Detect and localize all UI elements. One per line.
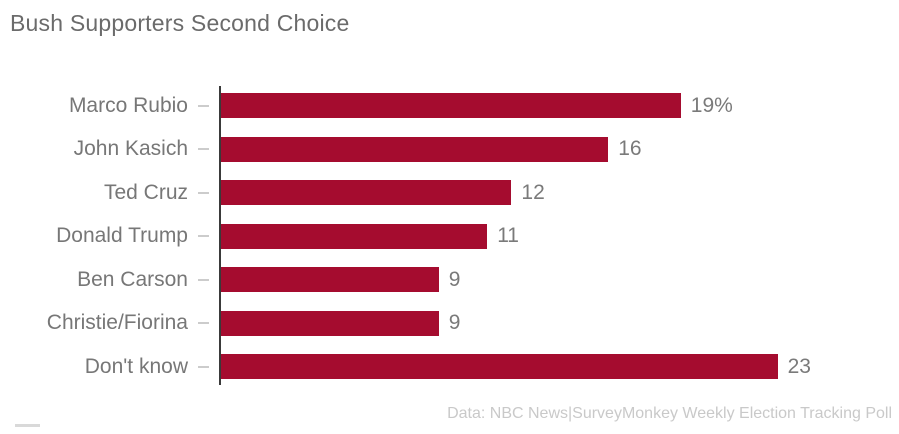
category-label: Ben Carson	[77, 267, 188, 291]
axis-tick-mark	[198, 278, 209, 281]
value-label: 19%	[690, 93, 733, 117]
bar-rows: Marco Rubio 19% John Kasich 16 Ted Cruz 12 Don…	[0, 84, 899, 389]
y-axis-line	[219, 86, 221, 385]
category-label: Don't know	[84, 354, 188, 378]
category-label: Christie/Fiorina	[46, 311, 188, 335]
bar-ben-carson[interactable]	[221, 267, 439, 293]
axis-tick-mark	[198, 365, 209, 368]
bar-marco-rubio[interactable]	[221, 93, 681, 119]
bar-don-t-know[interactable]	[221, 354, 778, 380]
category-label: Marco Rubio	[68, 93, 188, 117]
category-label: John Kasich	[73, 137, 188, 161]
bar-row: Don't know 23	[0, 345, 899, 389]
value-label: 16	[618, 137, 642, 161]
bar-row: John Kasich 16	[0, 128, 899, 172]
source-note: Data: NBC News|SurveyMonkey Weekly Elect…	[447, 405, 892, 422]
value-label: 9	[448, 311, 461, 335]
axis-tick-mark	[198, 104, 209, 107]
bar-row: Ben Carson 9	[0, 258, 899, 302]
value-label: 9	[448, 267, 461, 291]
value-label: 12	[521, 180, 545, 204]
bar-ted-cruz[interactable]	[221, 180, 512, 206]
bar-row: Christie/Fiorina 9	[0, 302, 899, 346]
axis-tick-mark	[198, 235, 209, 238]
value-label: 23	[787, 354, 811, 378]
axis-tick-mark	[198, 322, 209, 325]
bar-john-kasich[interactable]	[221, 136, 609, 162]
category-label: Donald Trump	[56, 224, 188, 248]
bar-christie-fiorina[interactable]	[221, 310, 439, 336]
bar-row: Marco Rubio 19%	[0, 84, 899, 128]
bar-row: Donald Trump 11	[0, 215, 899, 259]
chart-title: Bush Supporters Second Choice	[10, 10, 350, 36]
axis-tick-mark	[198, 191, 209, 194]
bar-row: Ted Cruz 12	[0, 171, 899, 215]
value-label: 11	[497, 224, 519, 248]
axis-tick-mark	[198, 148, 209, 151]
watermark-dash	[15, 424, 40, 427]
bar-donald-trump[interactable]	[221, 223, 488, 249]
category-label: Ted Cruz	[103, 180, 188, 204]
